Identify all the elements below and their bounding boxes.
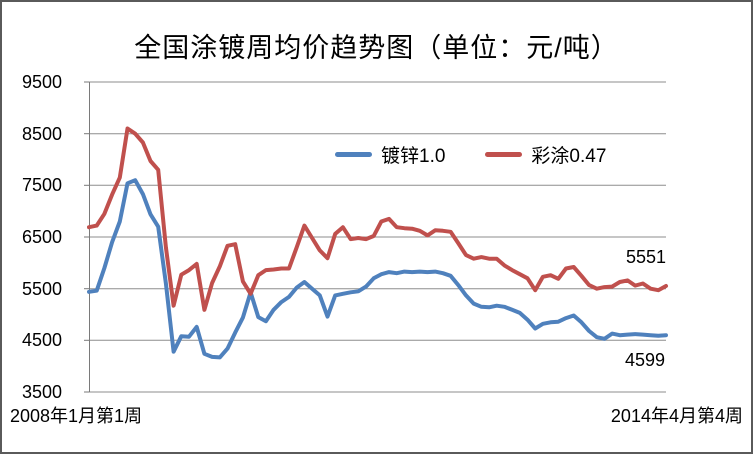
y-tick-label: 3500 [21,382,62,402]
legend-item-caitu: 彩涂0.47 [485,141,606,168]
legend: 镀锌1.0 彩涂0.47 [335,141,606,168]
series-line-duxin [87,178,668,360]
legend-label-duxin: 镀锌1.0 [381,146,446,167]
y-axis-labels: 9500 8500 7500 6500 5500 4500 3500 [2,72,68,402]
legend-swatch-duxin [335,152,372,157]
series-line-caitu [87,126,668,312]
y-tick-label: 9500 [21,72,62,92]
data-label-duxin: 4599 [625,350,666,370]
legend-swatch-caitu [485,152,523,157]
y-tick-label: 5500 [21,279,62,299]
y-tick-label: 8500 [21,124,62,144]
x-axis-label-end: 2014年4月第4周 [610,406,743,426]
legend-item-duxin: 镀锌1.0 [335,141,445,168]
chart-title: 全国涂镀周均价趋势图（单位：元/吨） [134,33,619,63]
legend-label-caitu: 彩涂0.47 [531,146,607,167]
y-tick-label: 6500 [21,227,62,247]
data-label-caitu: 5551 [626,247,667,267]
plot-svg [84,81,668,393]
y-tick-label: 7500 [21,175,62,195]
x-axis-label-start: 2008年1月第1周 [10,406,143,426]
y-tick-label: 4500 [21,330,62,350]
plot-area [84,81,668,393]
